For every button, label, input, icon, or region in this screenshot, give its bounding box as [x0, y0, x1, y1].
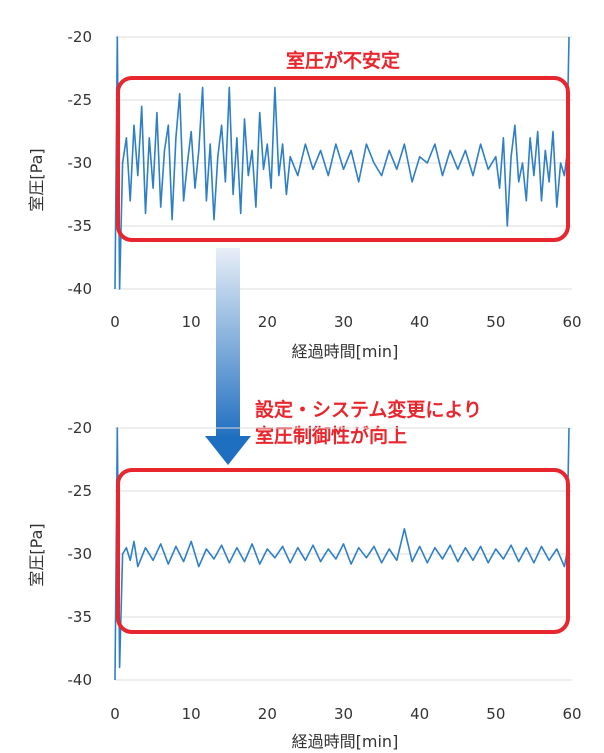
- x-tick-label: 40: [410, 705, 429, 723]
- improvement-note-line-1: 設定・システム変更により: [255, 398, 482, 421]
- improvement-note: 設定・システム変更により 室圧制御性が向上: [255, 398, 489, 447]
- y-tick-label: -20: [68, 28, 93, 46]
- y-tick-label: -30: [68, 154, 93, 172]
- x-tick-label: 10: [182, 705, 201, 723]
- y-tick-labels: -20 -25 -30 -35 -40: [68, 28, 93, 298]
- arrow-head: [205, 436, 251, 465]
- annotation-background: [258, 44, 428, 74]
- x-tick-labels: 0 10 20 30 40 50 60: [110, 705, 581, 723]
- x-axis-label: 経過時間[min]: [292, 732, 399, 751]
- x-tick-label: 30: [334, 705, 353, 723]
- x-tick-label: 60: [562, 313, 581, 331]
- unstable-annotation: 室圧が不安定: [286, 49, 400, 72]
- x-tick-label: 60: [562, 705, 581, 723]
- x-tick-label: 30: [334, 313, 353, 331]
- unstable-highlight-box: [116, 76, 570, 242]
- series-line: [114, 36, 570, 290]
- y-tick-label: -35: [68, 608, 93, 626]
- y-tick-label: -40: [68, 671, 93, 689]
- stable-highlight-box: [116, 468, 570, 634]
- x-tick-label: 0: [110, 313, 120, 331]
- y-tick-label: -25: [68, 482, 93, 500]
- x-axis-label: 経過時間[min]: [292, 342, 399, 361]
- series-line: [114, 427, 570, 681]
- x-tick-label: 20: [258, 313, 277, 331]
- chart-after: -20 -25 -30 -35 -40 0 10 20 30 40 50 60 室圧[Pa] 経過時…: [27, 419, 582, 751]
- x-tick-label: 10: [182, 313, 201, 331]
- y-tick-labels: -20 -25 -30 -35 -40: [68, 419, 93, 689]
- x-tick-label: 0: [110, 705, 120, 723]
- transition-arrow: [205, 248, 251, 465]
- chart-before: -20 -25 -30 -35 -40 0 10 20 30 40 50 60 室圧[Pa] 経過時…: [27, 28, 582, 361]
- x-tick-label: 50: [486, 705, 505, 723]
- y-axis-label: 室圧[Pa]: [27, 523, 46, 586]
- y-tick-label: -40: [68, 280, 93, 298]
- y-tick-label: -20: [68, 419, 93, 437]
- x-tick-label: 40: [410, 313, 429, 331]
- y-tick-label: -25: [68, 91, 93, 109]
- y-axis-label: 室圧[Pa]: [27, 148, 46, 211]
- improvement-note-line-2: 室圧制御性が向上: [255, 424, 407, 447]
- x-tick-label: 20: [258, 705, 277, 723]
- arrow-shaft: [216, 248, 240, 438]
- x-tick-labels: 0 10 20 30 40 50 60: [110, 313, 581, 331]
- y-tick-label: -35: [68, 217, 93, 235]
- y-tick-label: -30: [68, 545, 93, 563]
- x-tick-label: 50: [486, 313, 505, 331]
- grid-lines: [115, 427, 572, 681]
- grid-lines: [115, 36, 572, 290]
